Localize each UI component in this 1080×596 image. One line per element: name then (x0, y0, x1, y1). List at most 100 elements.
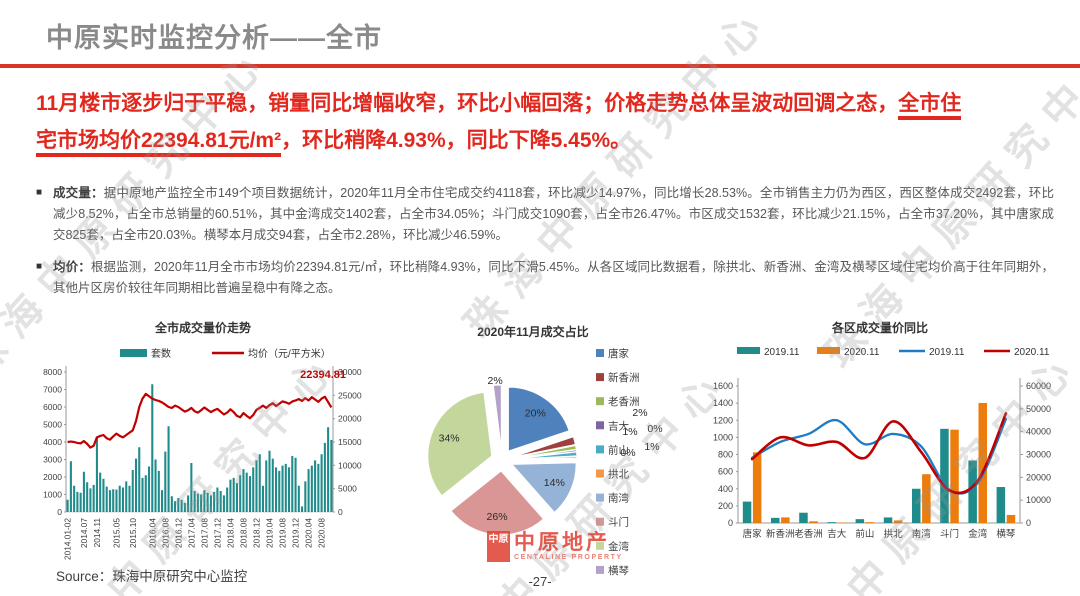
svg-text:2014.01-02: 2014.01-02 (63, 518, 73, 560)
svg-text:2000: 2000 (43, 472, 62, 482)
svg-text:南湾: 南湾 (912, 528, 932, 540)
svg-text:7000: 7000 (43, 385, 62, 395)
headline-line-2: 宅市场均价22394.81元/m²，环比稍降4.93%，同比下降5.45%。 (36, 122, 1050, 159)
svg-text:2017.04: 2017.04 (186, 518, 196, 548)
svg-text:1000: 1000 (713, 432, 733, 442)
svg-text:2020.11: 2020.11 (1014, 347, 1050, 358)
trend-bars (66, 384, 333, 512)
svg-text:34%: 34% (439, 432, 460, 444)
svg-text:前山: 前山 (855, 528, 874, 540)
svg-text:30000: 30000 (338, 367, 362, 377)
bullet-marker: ■ (36, 261, 43, 272)
svg-text:南湾: 南湾 (608, 492, 629, 505)
svg-text:10000: 10000 (338, 460, 362, 470)
svg-text:15000: 15000 (338, 437, 362, 447)
headline-line-1: 11月楼市逐步归于平稳，销量同比增幅收窄，环比小幅回落；价格走势总体呈波动回调之… (36, 85, 1050, 122)
bullet-text: 据中原地产监控全市149个项目数据统计，2020年11月全市住宅成交约4118套… (53, 186, 1054, 242)
svg-text:金湾: 金湾 (968, 528, 988, 540)
svg-text:2%: 2% (488, 375, 503, 387)
svg-text:横琴: 横琴 (996, 528, 1016, 540)
svg-text:拱北: 拱北 (884, 528, 904, 540)
bullet-label: 均价： (53, 260, 91, 274)
svg-text:2020.11: 2020.11 (844, 347, 880, 358)
svg-text:拱北: 拱北 (608, 468, 629, 481)
svg-text:50000: 50000 (1026, 404, 1051, 414)
district-legend: 2019.11 2020.11 2019.11 2020.11 (737, 347, 1050, 358)
svg-text:2016.08: 2016.08 (160, 518, 170, 548)
svg-text:2018.04: 2018.04 (225, 518, 235, 548)
svg-text:斗门: 斗门 (608, 516, 629, 529)
svg-text:0: 0 (338, 507, 343, 517)
svg-text:2017.12: 2017.12 (212, 518, 222, 548)
svg-text:2015.10: 2015.10 (128, 518, 138, 548)
svg-text:1000: 1000 (43, 490, 62, 500)
svg-text:60000: 60000 (1026, 381, 1051, 391)
svg-text:唐家: 唐家 (608, 347, 629, 360)
svg-text:2019.04: 2019.04 (265, 518, 275, 548)
headline-underlined-text: 全市住 (898, 92, 962, 120)
trend-legend: 套数 均价（元/平方米） (120, 347, 331, 360)
svg-text:2020.04: 2020.04 (304, 518, 314, 548)
svg-text:800: 800 (718, 450, 733, 460)
svg-text:0%: 0% (620, 447, 635, 459)
headline-underlined-text: 宅市场均价22394.81元/m² (36, 129, 282, 157)
svg-text:0: 0 (728, 518, 733, 528)
svg-text:吉大: 吉大 (608, 419, 629, 432)
svg-text:2019.11: 2019.11 (929, 347, 965, 358)
logo-name: 中原地产 (514, 531, 610, 554)
pie-slice-金湾 (427, 391, 493, 497)
headline-text: 11月楼市逐步归于平稳，销量同比增幅收窄，环比小幅回落；价格走势总体呈波动回调之… (36, 92, 899, 115)
bullet-marker: ■ (36, 187, 43, 198)
svg-text:14%: 14% (544, 477, 565, 489)
centaline-logo: 中原 中原地产 CENTALINE PROPERTY (487, 531, 623, 562)
svg-text:1600: 1600 (713, 381, 733, 391)
svg-text:5000: 5000 (43, 420, 62, 430)
svg-text:2014.11: 2014.11 (92, 518, 102, 548)
svg-text:30000: 30000 (1026, 450, 1051, 460)
svg-text:2014.07: 2014.07 (79, 518, 89, 548)
svg-text:4000: 4000 (43, 437, 62, 447)
bullet-item-volume: ■ 成交量：据中原地产监控全市149个项目数据统计，2020年11月全市住宅成交约… (36, 183, 1054, 246)
district-line-2019.11 (750, 417, 1008, 495)
svg-text:3000: 3000 (43, 455, 62, 465)
svg-text:前山: 前山 (608, 443, 629, 456)
bullet-item-price: ■ 均价：根据监测，2020年11月全市市场均价22394.81元/㎡，环比稍降4… (36, 257, 1054, 299)
svg-text:2017.08: 2017.08 (199, 518, 209, 548)
svg-text:40000: 40000 (1026, 427, 1051, 437)
district-bars (742, 402, 1016, 523)
svg-text:2019.12: 2019.12 (291, 518, 301, 548)
svg-text:25000: 25000 (338, 390, 362, 400)
svg-text:2018.08: 2018.08 (238, 518, 248, 548)
trend-price-line (67, 392, 333, 449)
bullet-label: 成交量： (53, 186, 104, 200)
svg-text:2020年11月成交占比: 2020年11月成交占比 (477, 324, 588, 339)
svg-text:唐家: 唐家 (743, 528, 763, 540)
svg-text:新香洲: 新香洲 (766, 528, 795, 540)
svg-text:老香洲: 老香洲 (608, 395, 640, 408)
svg-text:600: 600 (718, 467, 733, 477)
pie-slice-横琴 (492, 384, 502, 450)
svg-text:1400: 1400 (713, 398, 733, 408)
svg-text:8000: 8000 (43, 367, 62, 377)
svg-text:2016.04: 2016.04 (147, 518, 157, 548)
svg-text:斗门: 斗门 (940, 528, 959, 540)
svg-text:1%: 1% (644, 441, 659, 453)
page-number: -27- (528, 574, 552, 589)
centaline-logo-text: 中原地产 CENTALINE PROPERTY (514, 531, 623, 561)
bullet-text: 根据监测，2020年11月全市市场均价22394.81元/㎡，环比稍降4.93%… (53, 260, 1054, 295)
svg-text:2015.05: 2015.05 (111, 518, 121, 548)
svg-text:各区成交量价同比: 各区成交量价同比 (831, 320, 928, 335)
svg-text:26%: 26% (487, 511, 508, 523)
svg-text:10000: 10000 (1026, 495, 1051, 505)
svg-text:老香洲: 老香洲 (794, 528, 823, 540)
svg-text:2018.12: 2018.12 (251, 518, 261, 548)
headline-text: ，环比稍降4.93%，同比下降5.45%。 (281, 129, 632, 152)
svg-text:新香洲: 新香洲 (608, 371, 640, 384)
pie-slice-南湾 (510, 462, 577, 514)
svg-text:套数: 套数 (151, 347, 171, 360)
svg-text:2019.08: 2019.08 (278, 518, 288, 548)
